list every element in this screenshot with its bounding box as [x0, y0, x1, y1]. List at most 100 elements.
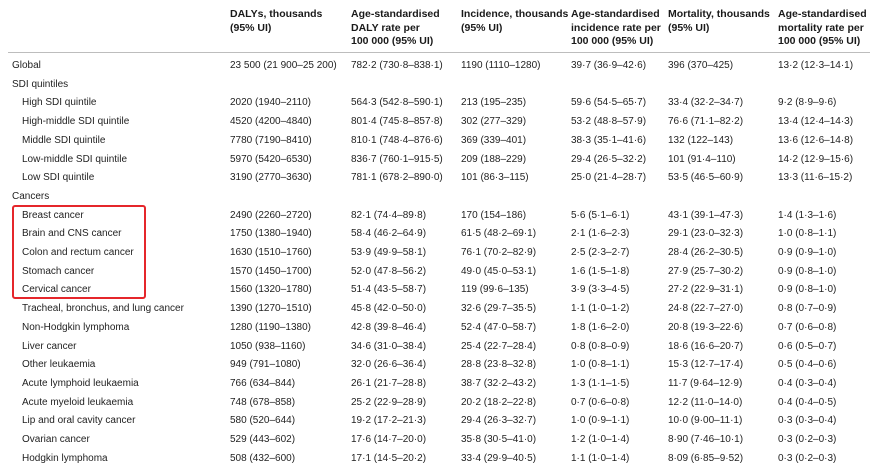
table-cell: 29·1 (23·0–32·3) — [668, 228, 744, 240]
table-cell: 801·4 (745·8–857·8) — [351, 116, 443, 128]
table-cell: 213 (195–235) — [461, 97, 527, 109]
row-label: High-middle SDI quintile — [22, 116, 130, 128]
row-label: Breast cancer — [22, 209, 84, 221]
table-cell: 3190 (2770–3630) — [230, 172, 312, 184]
table-row: Hodgkin lymphoma 508 (432–600) 17·1 (14·5–… — [0, 449, 877, 468]
table-cell: 76·1 (70·2–82·9) — [461, 247, 537, 258]
table-cell: 748 (678–858) — [230, 396, 296, 408]
table-cell: 32·0 (26·6–36·4) — [351, 359, 427, 371]
table-cell: 52·0 (47·8–56·2) — [351, 265, 427, 277]
table-cell: 53·9 (49·9–58·1) — [351, 247, 427, 258]
table-cell: 529 (443–602) — [230, 434, 296, 445]
table-row: Low SDI quintile 3190 (2770–3630) 781·1 (6… — [0, 168, 877, 187]
table-cell: 26·1 (21·7–28·8) — [351, 377, 427, 389]
table-cell: 0·6 (0·5–0·7) — [778, 340, 837, 352]
table-cell: 4520 (4200–4840) — [230, 116, 312, 128]
table-row: High SDI quintile 2020 (1940–2110) 564·3 (… — [0, 93, 877, 112]
table-cell: 2·5 (2·3–2·7) — [571, 247, 630, 258]
table-cell: 781·1 (678·2–890·0) — [351, 172, 443, 184]
table-cell: 1570 (1450–1700) — [230, 265, 312, 277]
table-row: Lip and oral cavity cancer 580 (520–644) 1… — [0, 411, 877, 430]
table-cell: 1750 (1380–1940) — [230, 228, 312, 240]
table-cell: 11·7 (9·64–12·9) — [668, 377, 743, 389]
table-cell: 34·6 (31·0–38·4) — [351, 340, 427, 352]
table-cell: 13·4 (12·4–14·3) — [778, 116, 854, 128]
row-label: Tracheal, bronchus, and lung cancer — [22, 303, 184, 315]
table-cell: 1·1 (1·0–1·2) — [571, 303, 630, 315]
table-cell: 2020 (1940–2110) — [230, 97, 311, 109]
table-cell: 25·4 (22·7–28·4) — [461, 340, 537, 352]
table-cell: 32·6 (29·7–35·5) — [461, 303, 537, 315]
column-header-incidence-rate: Age-standardised incidence rate per 100 … — [571, 8, 661, 47]
table-cell: 766 (634–844) — [230, 377, 296, 389]
table-cell: 0·3 (0·2–0·3) — [778, 452, 837, 464]
table-cell: 12·2 (11·0–14·0) — [668, 396, 743, 408]
table-row: Liver cancer 1050 (938–1160) 34·6 (31·0–38… — [0, 337, 877, 356]
table-row: Acute myeloid leukaemia 748 (678–858) 25·2… — [0, 393, 877, 412]
table-cell: 25·2 (22·9–28·9) — [351, 396, 427, 408]
table-cell: 17·6 (14·7–20·0) — [351, 434, 427, 445]
table-cell: 33·4 (29·9–40·5) — [461, 452, 537, 464]
table-cell: 82·1 (74·4–89·8) — [351, 209, 427, 221]
table-cell: 29·4 (26·3–32·7) — [461, 415, 537, 427]
column-header-mortality: Mortality, thousands (95% UI) — [668, 8, 770, 34]
table-cell: 1280 (1190–1380) — [230, 321, 311, 333]
table-row: Acute lymphoid leukaemia 766 (634–844) 26·… — [0, 374, 877, 393]
table-cell: 19·2 (17·2–21·3) — [351, 415, 427, 427]
table-cell: 0·9 (0·8–1·0) — [778, 284, 837, 296]
table-cell: 2490 (2260–2720) — [230, 209, 312, 221]
table-cell: 1·0 (0·8–1·1) — [778, 228, 837, 240]
table-cell: 0·3 (0·2–0·3) — [778, 434, 837, 445]
table-cell: 369 (339–401) — [461, 134, 527, 146]
table-cell: 1·8 (1·6–2·0) — [571, 321, 630, 333]
table-cell: 1·0 (0·9–1·1) — [571, 415, 630, 427]
table-cell: 0·7 (0·6–0·8) — [778, 321, 837, 333]
table-cell: 1·2 (1·0–1·4) — [571, 434, 630, 445]
table-cell: 0·9 (0·8–1·0) — [778, 265, 837, 277]
table-cell: 28·8 (23·8–32·8) — [461, 359, 537, 371]
table-cell: 25·0 (21·4–28·7) — [571, 172, 647, 184]
column-header-daly-rate: Age-standardised DALY rate per 100 000 (… — [351, 8, 440, 47]
table-cell: 101 (86·3–115) — [461, 172, 529, 184]
table-cell: 132 (122–143) — [668, 134, 734, 146]
table-cell: 13·3 (11·6–15·2) — [778, 172, 853, 184]
table-cell: 782·2 (730·8–838·1) — [351, 60, 443, 71]
row-label: SDI quintiles — [12, 78, 69, 90]
row-label: Global — [12, 60, 41, 71]
table-cell: 508 (432–600) — [230, 452, 296, 464]
table-cell: 17·1 (14·5–20·2) — [351, 452, 427, 464]
table-cell: 59·6 (54·5–65·7) — [571, 97, 647, 109]
table-cell: 13·6 (12·6–14·8) — [778, 134, 854, 146]
table-cell: 1·3 (1·1–1·5) — [571, 377, 630, 389]
table-cell: 35·8 (30·5–41·0) — [461, 434, 537, 445]
table-cell: 0·3 (0·3–0·4) — [778, 415, 837, 427]
table-cell: 8·90 (7·46–10·1) — [668, 434, 744, 445]
table-cell: 1630 (1510–1760) — [230, 247, 312, 258]
table-cell: 61·5 (48·2–69·1) — [461, 228, 537, 240]
table-cell: 1·1 (1·0–1·4) — [571, 452, 630, 464]
table-cell: 15·3 (12·7–17·4) — [668, 359, 744, 371]
table-cell: 1·6 (1·5–1·8) — [571, 265, 630, 277]
table-cell: 302 (277–329) — [461, 116, 527, 128]
table-cell: 42·8 (39·8–46·4) — [351, 321, 427, 333]
table-cell: 24·8 (22·7–27·0) — [668, 303, 744, 315]
table-cell: 0·7 (0·6–0·8) — [571, 396, 630, 408]
table-cell: 53·2 (48·8–57·9) — [571, 116, 647, 128]
row-label: Cancers — [12, 190, 50, 202]
row-label: Cervical cancer — [22, 284, 91, 296]
table-cell: 23 500 (21 900–25 200) — [230, 60, 337, 71]
column-header-mortality-rate: Age-standardised mortality rate per 100 … — [778, 8, 867, 47]
table-cell: 51·4 (43·5–58·7) — [351, 284, 427, 296]
table-row: SDI quintiles — [0, 75, 877, 94]
row-label: Hodgkin lymphoma — [22, 452, 108, 464]
table-row: Stomach cancer 1570 (1450–1700) 52·0 (47·8… — [0, 262, 877, 281]
table-row: Middle SDI quintile 7780 (7190–8410) 810·1… — [0, 131, 877, 150]
table-cell: 58·4 (46·2–64·9) — [351, 228, 427, 240]
table-cell: 27·2 (22·9–31·1) — [668, 284, 744, 296]
table-cell: 810·1 (748·4–876·6) — [351, 134, 443, 146]
table-cell: 0·9 (0·9–1·0) — [778, 247, 837, 258]
table-cell: 0·5 (0·4–0·6) — [778, 359, 837, 371]
table-cell: 43·1 (39·1–47·3) — [668, 209, 744, 221]
row-label: Liver cancer — [22, 340, 77, 352]
table-cell: 170 (154–186) — [461, 209, 527, 221]
